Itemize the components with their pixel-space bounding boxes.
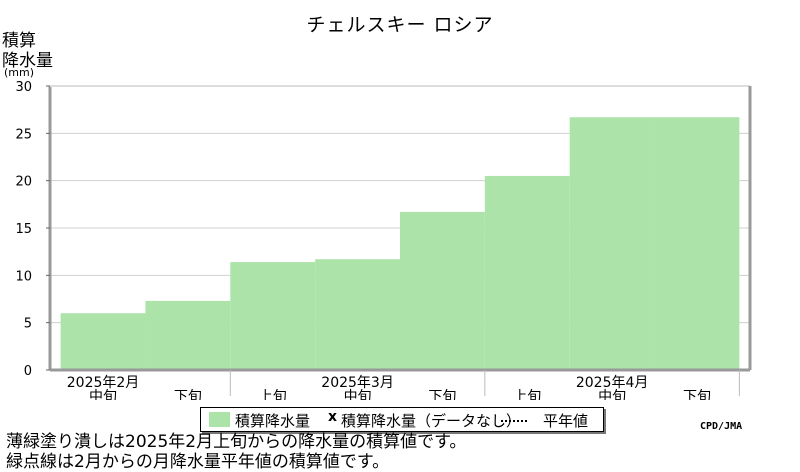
- x-tick-label-dekad: 中旬: [598, 389, 626, 400]
- legend-item-no-data: 積算降水量（データなし）: [341, 412, 522, 430]
- legend-marker-x: x: [328, 409, 338, 425]
- y-axis-label-line2: 降水量: [2, 51, 53, 71]
- x-tick-label-dekad: 中旬: [89, 389, 117, 400]
- x-tick-label-dekad: 下旬: [174, 389, 202, 400]
- y-tick-label: 15: [15, 222, 32, 237]
- x-tick-label-dekad: 上旬: [259, 389, 287, 400]
- x-tick-label-dekad: 下旬: [683, 389, 711, 400]
- y-tick-label: 30: [15, 80, 32, 95]
- y-tick-label: 25: [15, 127, 32, 142]
- y-tick-label: 20: [15, 175, 32, 190]
- data-bar: [484, 175, 570, 370]
- legend-item-accumulated: 積算降水量: [235, 412, 311, 430]
- legend: 積算降水量 x 積算降水量（データなし） 平年値: [200, 407, 604, 432]
- data-bar: [230, 262, 316, 370]
- x-tick-label-month: 2025年2月: [67, 375, 140, 391]
- x-tick-label-dekad: 下旬: [428, 389, 456, 400]
- x-tick-label-dekad: 上旬: [513, 389, 541, 400]
- footnote-line1: 薄緑塗り潰しは2025年2月上旬からの降水量の積算値です。: [6, 432, 467, 452]
- data-bar: [315, 259, 400, 370]
- credit-label: CPD/JMA: [700, 421, 743, 432]
- x-tick-label-dekad: 中旬: [344, 389, 372, 400]
- x-tick-label-month: 2025年4月: [576, 375, 649, 391]
- x-tick-label-month: 2025年3月: [321, 375, 394, 391]
- footnote-line2: 緑点線は2月からの月降水量平年値の積算値です。: [6, 452, 390, 472]
- legend-dotted-line: [501, 420, 527, 422]
- y-axis-unit: (mm): [4, 66, 35, 79]
- y-axis-label-line1: 積算: [2, 31, 36, 51]
- legend-item-normal: 平年値: [543, 412, 589, 430]
- data-bar: [569, 117, 655, 371]
- data-bar: [145, 300, 231, 370]
- chart-title: チェルスキー ロシア: [306, 14, 494, 36]
- data-bar: [60, 313, 146, 370]
- data-bar: [400, 211, 485, 370]
- y-tick-label: 10: [15, 269, 32, 284]
- legend-swatch-fill: [209, 412, 230, 427]
- data-bar: [654, 117, 740, 371]
- y-tick-label: 0: [24, 364, 32, 379]
- y-tick-label: 5: [24, 317, 32, 332]
